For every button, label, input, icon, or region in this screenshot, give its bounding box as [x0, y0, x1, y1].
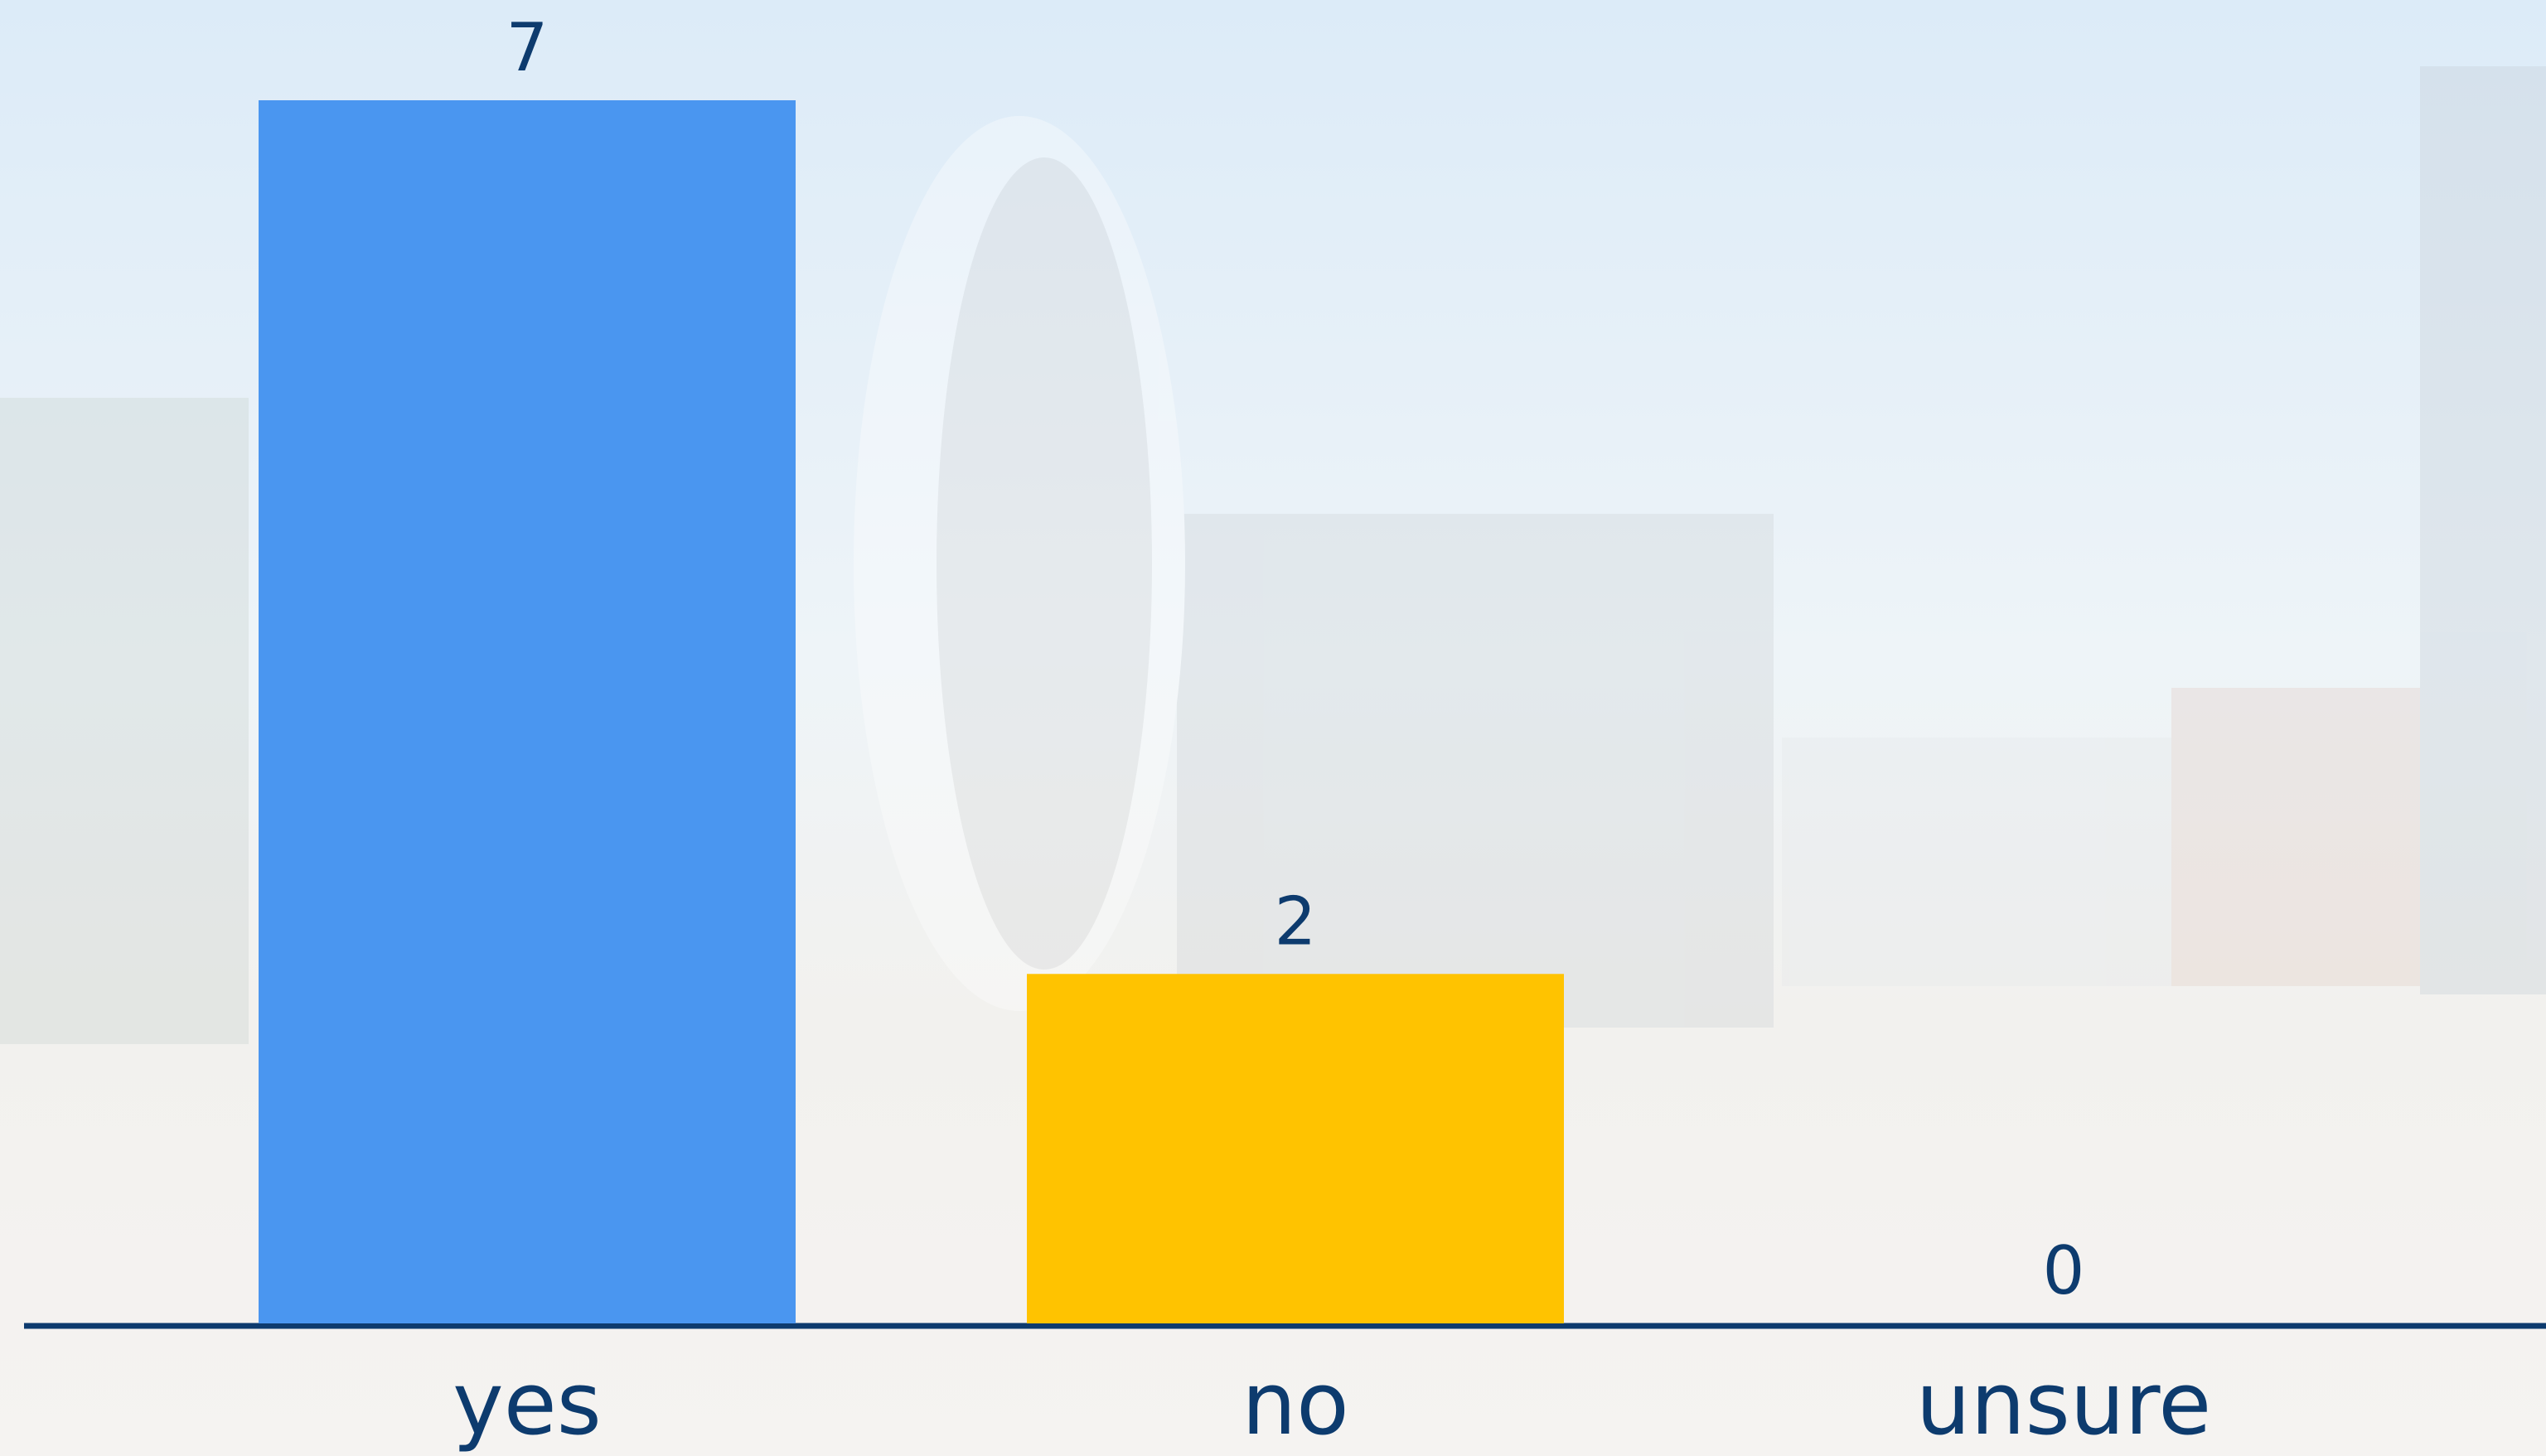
- value-label: 7: [506, 9, 549, 86]
- x-tick-label: unsure: [1916, 1353, 2211, 1454]
- bar: [1027, 974, 1564, 1323]
- value-label: 0: [2043, 1232, 2085, 1309]
- x-tick-label: yes: [453, 1353, 602, 1454]
- background-scene: [0, 66, 2546, 1044]
- bar: [259, 100, 796, 1323]
- x-tick-label: no: [1242, 1353, 1349, 1454]
- value-label: 2: [1275, 883, 1317, 960]
